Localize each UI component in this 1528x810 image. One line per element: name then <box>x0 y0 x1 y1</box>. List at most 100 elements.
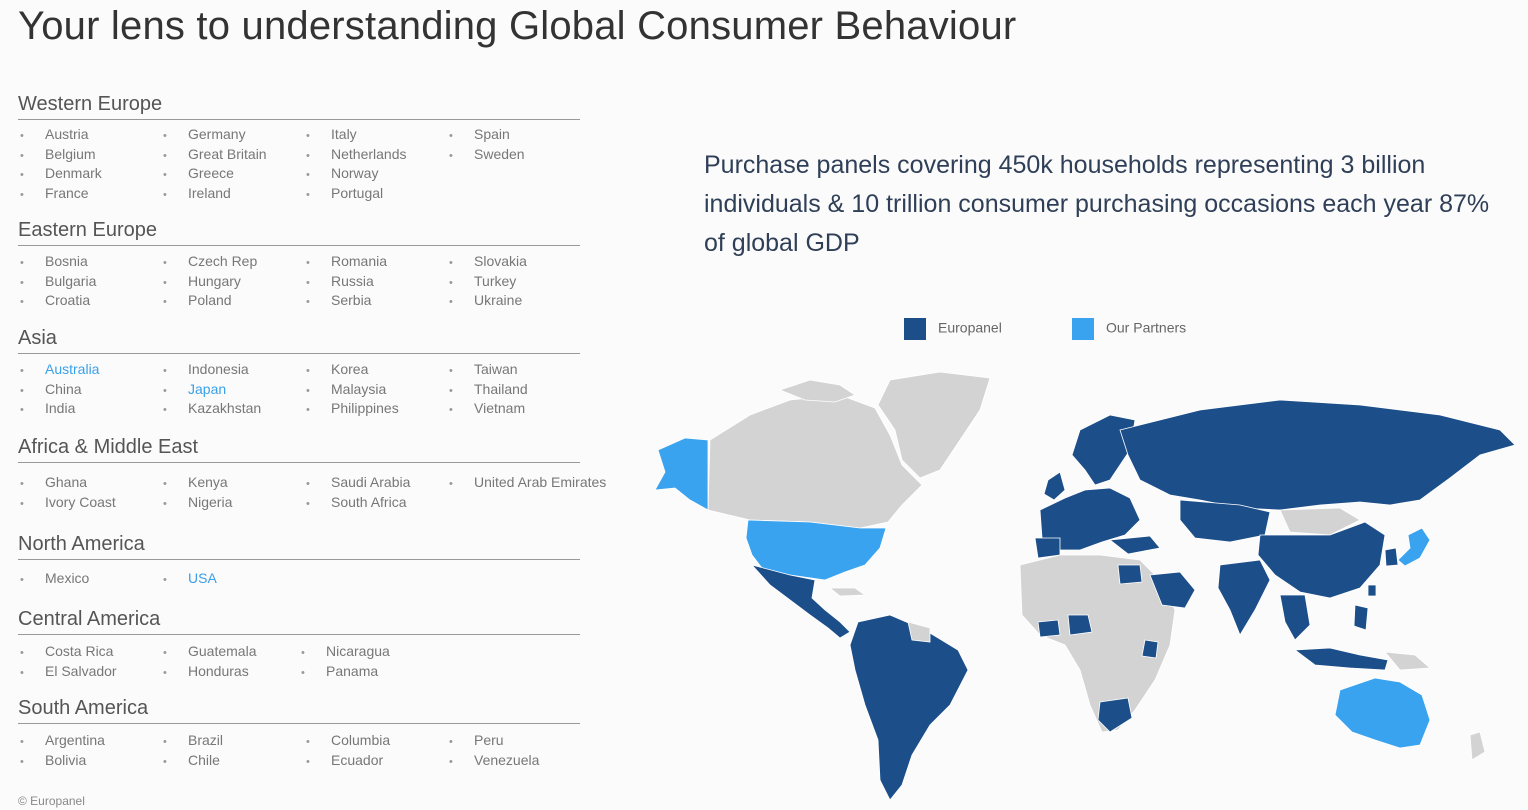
country-name: Costa Rica <box>45 643 114 659</box>
country-name: Netherlands <box>331 145 407 162</box>
bullet-icon: • <box>20 404 24 416</box>
country-name: Columbia <box>331 732 391 748</box>
country-item: • Hungary <box>161 272 241 293</box>
country-name: Guatemala <box>188 643 257 659</box>
country-name: Nicaragua <box>326 643 390 659</box>
country-name: Russia <box>331 272 374 289</box>
bullet-icon: • <box>306 497 310 510</box>
country-name: Chile <box>188 751 220 768</box>
map-guianas <box>907 621 931 643</box>
country-name: Slovakia <box>474 253 527 269</box>
bullet-icon: • <box>306 296 310 308</box>
bullet-icon: • <box>306 149 310 162</box>
map-australia <box>1334 677 1431 749</box>
bullet-icon: • <box>163 497 167 510</box>
country-item: • Belgium <box>18 145 96 166</box>
map-alaska <box>654 437 709 511</box>
region-heading: North America <box>18 532 580 560</box>
country-item: • Romania <box>304 252 387 273</box>
country-item: • Japan <box>161 380 226 401</box>
bullet-icon: • <box>20 755 24 768</box>
bullet-icon: • <box>163 647 167 659</box>
country-name: Poland <box>188 292 232 308</box>
map-mexico <box>750 564 851 639</box>
map-south-america <box>849 614 969 800</box>
bullet-icon: • <box>306 736 310 748</box>
country-name: France <box>45 184 89 201</box>
map-ghana-ivory-coast <box>1037 619 1061 638</box>
map-kenya <box>1141 639 1159 659</box>
country-item: • France <box>18 184 89 205</box>
country-name: Denmark <box>45 165 102 181</box>
country-name: South Africa <box>331 493 407 510</box>
country-item: • Spain <box>447 125 510 146</box>
country-item: • Kenya <box>161 473 228 494</box>
country-name: Philippines <box>331 400 399 416</box>
copyright-notice: © Europanel <box>18 794 85 808</box>
bullet-icon: • <box>20 574 24 586</box>
country-name: Bolivia <box>45 751 87 768</box>
region-heading: Central America <box>18 607 580 635</box>
country-name: India <box>45 400 76 416</box>
bullet-icon: • <box>163 404 167 416</box>
map-kazakhstan <box>1179 499 1271 543</box>
country-item: • Argentina <box>18 731 105 752</box>
bullet-icon: • <box>449 384 453 397</box>
country-name: Saudi Arabia <box>331 474 411 490</box>
map-africa <box>1019 554 1176 733</box>
bullet-icon: • <box>20 149 24 162</box>
bullet-icon: • <box>306 188 310 201</box>
bullet-icon: • <box>163 296 167 308</box>
country-name: Romania <box>331 253 388 269</box>
bullet-icon: • <box>306 276 310 289</box>
map-cuba <box>828 587 867 597</box>
country-item: • Nigeria <box>161 493 232 514</box>
bullet-icon: • <box>449 149 453 162</box>
country-item: • Austria <box>18 125 89 146</box>
legend-swatch-europanel <box>904 318 926 340</box>
bullet-icon: • <box>20 130 24 142</box>
bullet-icon: • <box>20 647 24 659</box>
country-item: • USA <box>161 569 217 590</box>
country-item: • Croatia <box>18 291 90 312</box>
country-name: Venezuela <box>474 751 540 768</box>
bullet-icon: • <box>20 384 24 397</box>
bullet-icon: • <box>20 365 24 377</box>
country-item: • Czech Rep <box>161 252 257 273</box>
country-name: Serbia <box>331 292 372 308</box>
country-name: Czech Rep <box>188 253 258 269</box>
map-arctic-islands <box>778 379 856 403</box>
bullet-icon: • <box>449 404 453 416</box>
country-name: Brazil <box>188 732 224 748</box>
country-name: United Arab Emirates <box>474 474 607 490</box>
country-name: Argentina <box>45 732 105 748</box>
country-name: Taiwan <box>474 361 518 377</box>
country-name: Vietnam <box>474 400 526 416</box>
legend-label-europanel: Europanel <box>938 319 1002 336</box>
bullet-icon: • <box>20 276 24 289</box>
bullet-icon: • <box>449 296 453 308</box>
bullet-icon: • <box>20 169 24 181</box>
country-name: Indonesia <box>188 361 249 377</box>
map-japan <box>1397 527 1431 567</box>
country-item: • Indonesia <box>161 360 249 381</box>
country-item: • Panama <box>299 662 378 683</box>
country-item: • Bulgaria <box>18 272 96 293</box>
country-item: • South Africa <box>304 493 407 514</box>
bullet-icon: • <box>163 384 167 397</box>
country-item: • Ireland <box>161 184 231 205</box>
bullet-icon: • <box>20 188 24 201</box>
country-name: Spain <box>474 126 510 142</box>
country-item: • Ivory Coast <box>18 493 116 514</box>
country-item: • Malaysia <box>304 380 386 401</box>
country-name: El Salvador <box>45 662 117 679</box>
map-greenland <box>877 371 991 479</box>
country-item: • United Arab Emirates <box>447 473 606 494</box>
map-new-zealand <box>1469 731 1486 761</box>
bullet-icon: • <box>449 130 453 142</box>
map-china <box>1257 521 1386 599</box>
region-heading: South America <box>18 696 580 724</box>
country-item: • Poland <box>161 291 232 312</box>
country-item: • Guatemala <box>161 642 256 663</box>
country-item: • Columbia <box>304 731 390 752</box>
